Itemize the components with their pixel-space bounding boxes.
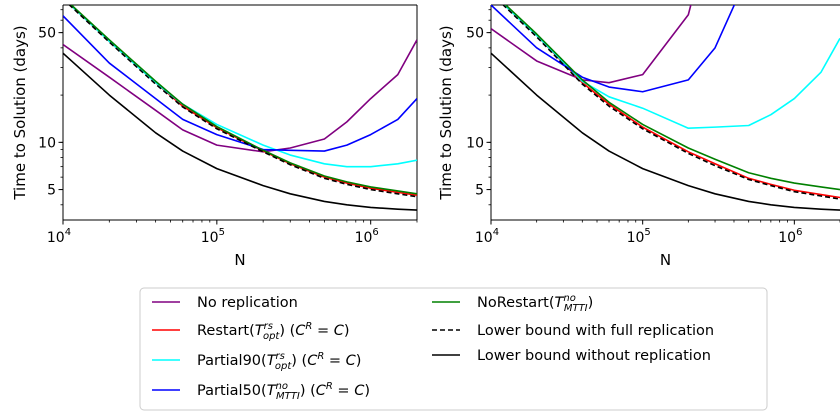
series-line-partial50	[491, 5, 736, 93]
legend: No replication Restart(Trs opt) (CR = C) …	[139, 287, 768, 411]
series-line-partial50	[63, 15, 417, 152]
x-tick-label: 106	[355, 227, 379, 246]
x-tick-label: 104	[47, 227, 71, 246]
legend-label-partial50: Partial50(Tno MTTI) (CR = C)	[197, 381, 370, 402]
x-axis-label: N	[660, 251, 671, 269]
series-group	[63, 5, 417, 211]
y-axis-label: Time to Solution (days)	[437, 25, 455, 200]
y-axis-label: Time to Solution (days)	[11, 25, 29, 200]
series-line-lower-bound-without-replication	[491, 52, 840, 211]
legend-label-lower-bound-none: Lower bound without replication	[477, 348, 711, 364]
series-line-no-replication	[491, 5, 692, 84]
series-line-partial90	[503, 5, 840, 130]
x-axis-label: N	[234, 251, 245, 269]
series-group	[491, 5, 840, 211]
x-tick-label: 105	[201, 227, 225, 246]
series-line-lower-bound-with-full-replication	[502, 5, 840, 200]
y-tick-label: 50	[38, 26, 56, 42]
y-tick-label: 10	[466, 135, 484, 151]
y-tick-label: 10	[38, 135, 56, 151]
y-tick-label: 50	[466, 26, 484, 42]
series-line-lower-bound-without-replication	[63, 52, 417, 211]
left-plot: 104 105 106 5 10 50 N Time to Solution (days)	[11, 4, 418, 269]
legend-label-norestart: NoRestart(Tno MTTI)	[477, 293, 593, 314]
series-line-norestart	[70, 5, 417, 195]
legend-label-restart: Restart(Trs opt) (CR = C)	[197, 321, 350, 342]
series-line-norestart	[504, 5, 840, 191]
series-line-restart	[503, 5, 840, 199]
legend-frame	[139, 287, 768, 411]
legend-label-lower-bound-full: Lower bound with full replication	[477, 323, 714, 339]
legend-label-partial90: Partial90(Trs opt) (CR = C)	[197, 351, 361, 372]
series-line-lower-bound-with-full-replication	[68, 5, 417, 198]
legend-label-no-replication: No replication	[197, 295, 298, 311]
y-tick-label: 5	[475, 183, 484, 199]
x-tick-label: 105	[627, 227, 651, 246]
x-tick-label: 104	[475, 227, 499, 246]
right-plot: 104 105 106 5 10 50 N Time to Solution (days)	[437, 4, 840, 269]
y-tick-label: 5	[47, 183, 56, 199]
x-tick-label: 106	[778, 227, 802, 246]
